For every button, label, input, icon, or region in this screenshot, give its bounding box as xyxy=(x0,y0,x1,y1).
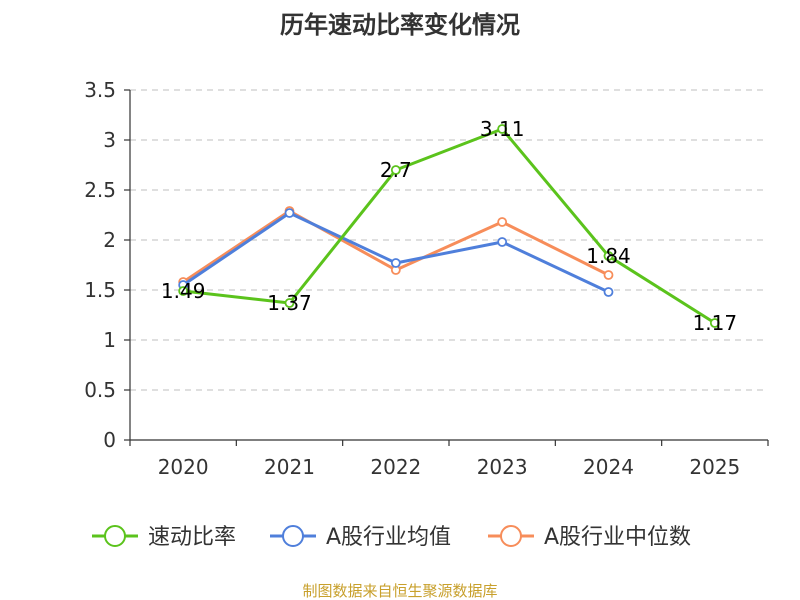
legend[interactable]: 速动比率 A股行业均值 A股行业中位数 xyxy=(92,525,691,550)
data-label: 1.37 xyxy=(267,291,312,315)
legend-item[interactable]: A股行业均值 xyxy=(270,525,451,550)
x-tick-label: 2024 xyxy=(583,455,634,479)
data-point[interactable] xyxy=(390,258,401,268)
data-label: 1.49 xyxy=(161,279,206,303)
series-line xyxy=(182,127,716,325)
legend-item[interactable]: 速动比率 xyxy=(92,525,236,550)
series-line xyxy=(182,211,610,294)
y-tick-label: 2 xyxy=(103,228,116,252)
data-label: 1.84 xyxy=(586,244,631,268)
legend-swatch-marker xyxy=(282,525,304,547)
grid-lines xyxy=(130,89,768,391)
axes: 0 0.5 1 1.5 2 2.5 3 3.5 2020 2021 2022 2023 2024 2025 xyxy=(84,78,769,479)
legend-swatch-marker xyxy=(104,525,126,547)
data-label: 3.11 xyxy=(480,117,525,141)
data-label: 1.17 xyxy=(693,311,738,335)
y-tick-label: 1.5 xyxy=(84,278,116,302)
chart-title: 历年速动比率变化情况 xyxy=(280,11,520,39)
data-point[interactable] xyxy=(603,270,614,280)
x-tick-label: 2025 xyxy=(689,455,740,479)
source-note: 制图数据来自恒生聚源数据库 xyxy=(302,582,497,600)
data-point[interactable] xyxy=(497,124,508,134)
data-point[interactable] xyxy=(709,318,720,328)
legend-label: A股行业均值 xyxy=(326,525,451,550)
data-point[interactable] xyxy=(497,217,508,227)
data-point[interactable] xyxy=(497,237,508,247)
legend-swatch-marker xyxy=(500,525,522,547)
data-labels: 1.49 1.37 2.7 3.11 1.84 1.17 xyxy=(161,117,737,335)
data-point[interactable] xyxy=(603,287,614,297)
y-tick-label: 2.5 xyxy=(84,178,116,202)
x-tick-label: 2021 xyxy=(264,455,315,479)
y-tick-label: 3.5 xyxy=(84,78,116,102)
data-point[interactable] xyxy=(284,298,295,308)
data-point[interactable] xyxy=(284,208,295,218)
data-label: 2.7 xyxy=(380,158,412,182)
legend-item[interactable]: A股行业中位数 xyxy=(488,525,691,550)
data-point[interactable] xyxy=(178,286,189,296)
y-tick-label: 0.5 xyxy=(84,378,116,402)
y-tick-label: 1 xyxy=(103,328,116,352)
data-point[interactable] xyxy=(390,165,401,175)
x-tick-label: 2022 xyxy=(370,455,421,479)
data-point[interactable] xyxy=(603,251,614,261)
series-group xyxy=(178,124,720,328)
y-tick-label: 0 xyxy=(103,428,116,452)
x-tick-label: 2023 xyxy=(477,455,528,479)
legend-label: 速动比率 xyxy=(148,525,236,550)
y-tick-label: 3 xyxy=(103,128,116,152)
legend-label: A股行业中位数 xyxy=(544,525,691,550)
x-tick-label: 2020 xyxy=(158,455,209,479)
